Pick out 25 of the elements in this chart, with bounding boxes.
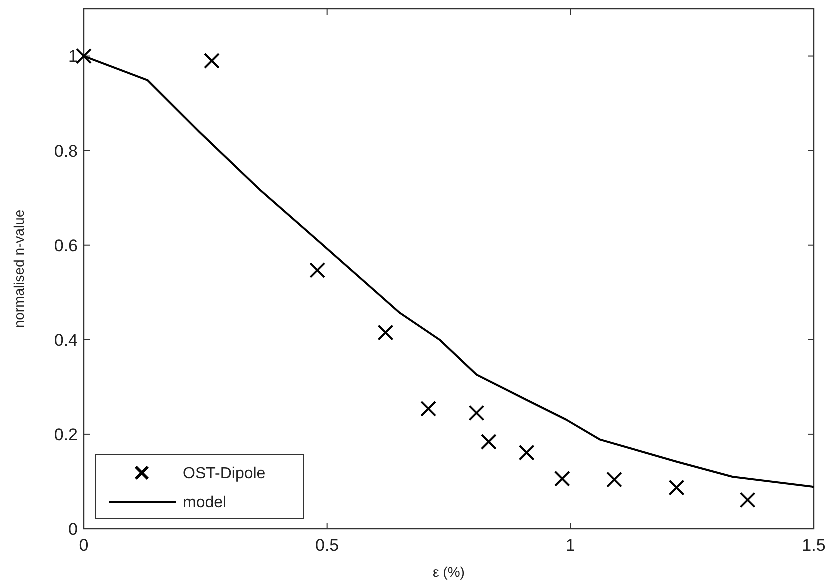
point [606,472,622,488]
point [740,492,756,508]
legend-label: model [183,494,227,512]
y-tick-label: 0.6 [54,236,78,256]
point [554,470,570,487]
y-tick-label: 1 [68,47,78,66]
x-axis-title: ε (%) [433,564,465,580]
point [468,405,485,422]
x-tick-label: 0.5 [316,536,340,555]
point [668,480,685,496]
point [480,434,497,450]
y-tick-label: 0.4 [54,330,78,350]
y-tick-label: 0 [68,520,78,539]
point [204,53,220,69]
y-tick-label: 0.2 [54,425,78,444]
x-tick-label: 1 [566,536,576,555]
point [378,324,394,341]
legend-label: OST-Dipole [183,466,266,483]
point [310,262,326,278]
y-tick-label: 0.8 [54,142,78,161]
point [518,444,535,461]
x-tick-label: 1.5 [802,536,826,555]
point [420,400,437,417]
point [76,48,92,64]
y-axis-title: normalised n-value [11,210,27,328]
